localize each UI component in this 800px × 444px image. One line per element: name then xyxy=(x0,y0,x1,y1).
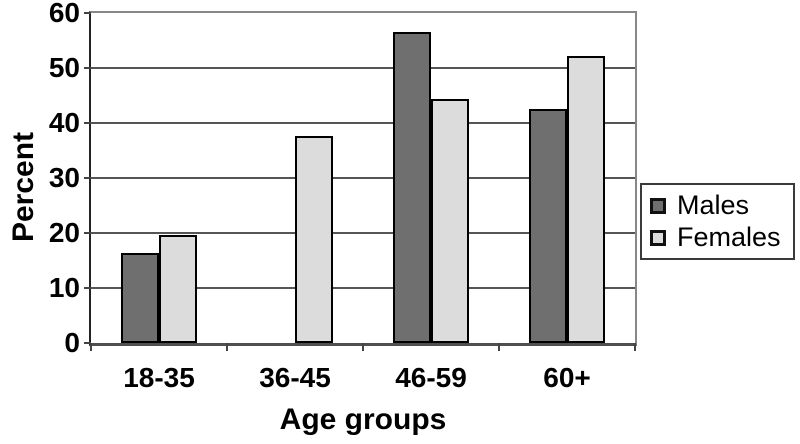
y-axis-tick xyxy=(84,342,91,344)
gridline xyxy=(91,287,635,289)
bar-females-18-35 xyxy=(159,235,197,343)
legend-item-males: Males xyxy=(650,192,785,219)
legend-label: Males xyxy=(677,190,750,220)
y-tick-label: 60 xyxy=(48,0,80,28)
bar-males-46-59 xyxy=(393,31,431,343)
y-axis-tick xyxy=(84,122,91,124)
x-axis-tick xyxy=(634,343,636,351)
bar-females-46-59 xyxy=(431,98,469,343)
bar-females-36-45 xyxy=(295,135,333,343)
x-axis-tick xyxy=(226,343,228,351)
x-axis-tick xyxy=(498,343,500,351)
y-axis-tick xyxy=(84,232,91,234)
y-axis-tick xyxy=(84,12,91,14)
x-axis-tick xyxy=(362,343,364,351)
y-axis-tick xyxy=(84,287,91,289)
gridline xyxy=(91,177,635,179)
y-tick-label: 40 xyxy=(48,107,80,138)
x-category-label: 18-35 xyxy=(123,362,195,393)
gridline xyxy=(91,232,635,234)
x-axis-title: Age groups xyxy=(279,403,447,436)
x-category-label: 46-59 xyxy=(395,362,467,393)
gridline xyxy=(91,122,635,124)
y-axis-tick xyxy=(84,177,91,179)
y-tick-label: 10 xyxy=(48,272,80,303)
legend-item-females: Females xyxy=(650,224,785,251)
legend: Males Females xyxy=(640,183,795,260)
y-tick-label: 0 xyxy=(64,327,80,358)
y-axis-tick xyxy=(84,67,91,69)
gridline xyxy=(91,67,635,69)
legend-swatch-females xyxy=(650,229,666,246)
x-axis-tick xyxy=(90,343,92,351)
bar-females-60+ xyxy=(567,56,605,343)
x-category-label: 36-45 xyxy=(259,362,331,393)
legend-label: Females xyxy=(677,222,781,252)
y-tick-label: 30 xyxy=(48,162,80,193)
bar-males-60+ xyxy=(529,108,567,343)
y-tick-label: 20 xyxy=(48,217,80,248)
legend-swatch-males xyxy=(650,197,666,214)
bar-males-18-35 xyxy=(121,253,159,343)
y-tick-label: 50 xyxy=(48,52,80,83)
x-category-label: 60+ xyxy=(543,362,591,393)
